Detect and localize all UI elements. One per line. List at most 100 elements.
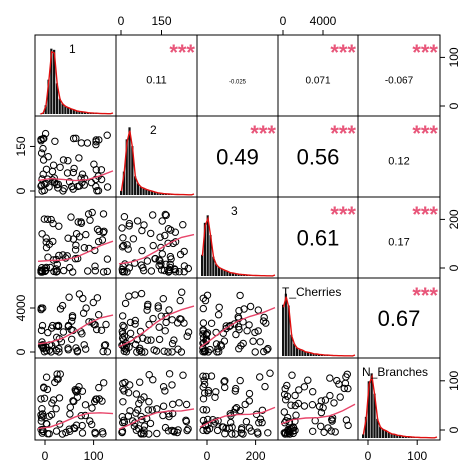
scatter-point — [315, 402, 324, 411]
scatter-point — [102, 320, 110, 329]
scatter-point — [236, 291, 244, 300]
scatter-point — [201, 296, 210, 305]
scatter-point — [98, 397, 106, 405]
scatter-point — [48, 176, 57, 184]
scatter-point — [72, 421, 81, 429]
histogram-bar — [304, 351, 307, 356]
scatter-point — [91, 428, 99, 437]
scatter-point — [64, 344, 72, 352]
scatter-point — [213, 348, 221, 356]
scatter-point — [204, 386, 213, 395]
scatter-point — [245, 424, 254, 432]
tick-label: 0 — [42, 449, 49, 463]
tick-label: 150 — [151, 14, 171, 28]
scatter-point — [291, 391, 299, 400]
scatter-point — [331, 428, 339, 436]
scatter-point — [251, 328, 259, 337]
scatter-point — [164, 427, 173, 435]
scatter-point — [326, 374, 334, 382]
histogram-bar — [81, 111, 84, 114]
scatter-point — [231, 405, 240, 413]
scatter-point — [52, 265, 60, 273]
scatter-point — [88, 208, 96, 217]
scatter-point — [236, 376, 244, 385]
scatter-point — [282, 396, 290, 404]
scatter-point — [240, 305, 248, 313]
scatter-point — [157, 260, 165, 268]
scatter-point — [93, 187, 101, 195]
scatter-point — [80, 244, 89, 252]
scatter-point — [266, 369, 274, 377]
significance-stars: *** — [169, 40, 195, 65]
scatter-point — [45, 346, 54, 354]
scatter-point — [309, 388, 317, 396]
scatter-point — [37, 305, 45, 314]
smooth-line — [37, 240, 114, 262]
scatter-point — [256, 415, 265, 423]
scatter-point — [38, 425, 47, 434]
histogram-bar — [315, 353, 318, 356]
scatter-point — [39, 170, 47, 178]
histogram-bar — [125, 139, 128, 195]
scatter-point — [97, 166, 106, 174]
scatter-point — [199, 426, 207, 434]
scatter-point — [178, 288, 186, 296]
scatter-point — [202, 372, 210, 381]
scatter-point — [143, 302, 152, 310]
scatter-point — [39, 135, 47, 143]
histogram-bar — [387, 432, 390, 438]
scatter-point — [288, 371, 296, 379]
scatter-point — [64, 234, 72, 242]
scatter-point — [284, 413, 292, 422]
scatter-point — [177, 348, 186, 356]
scatter-point — [42, 179, 50, 188]
scatter-point — [56, 163, 64, 172]
scatter-point — [237, 429, 246, 437]
scatter-point — [75, 383, 83, 391]
histogram-bar — [282, 304, 285, 356]
scatter-point — [40, 384, 48, 392]
tick-label: 200 — [246, 449, 266, 463]
scatter-point — [103, 348, 112, 356]
scatter-point — [176, 296, 184, 305]
scatter-point — [317, 422, 325, 430]
scatter-point — [125, 292, 133, 300]
scatter-point — [39, 156, 48, 164]
scatter-point — [130, 422, 139, 430]
scatter-point — [156, 233, 164, 241]
histogram-bar — [290, 334, 293, 356]
scatter-point — [65, 178, 74, 186]
tick-label: 0 — [365, 449, 372, 463]
scatter-point — [41, 267, 49, 275]
scatter-point — [55, 348, 63, 356]
histogram-bar — [156, 192, 159, 195]
scatter-point — [63, 252, 71, 260]
histogram-bar — [298, 348, 301, 356]
scatter-point — [292, 411, 300, 419]
tick-label: 0 — [14, 348, 28, 355]
scatter-point — [154, 302, 162, 310]
histogram-bar — [284, 293, 287, 356]
scatter-point — [207, 372, 216, 380]
scatter-point — [161, 231, 169, 240]
scatter-point — [220, 378, 228, 386]
scatter-point — [41, 264, 49, 272]
scatter-point — [234, 323, 243, 331]
scatter-point — [139, 334, 147, 342]
scatter-point — [184, 328, 193, 336]
scatter-point — [199, 294, 208, 302]
scatter-point — [155, 335, 164, 344]
scatter-point — [43, 385, 52, 394]
scatter-point — [120, 332, 129, 340]
histogram-bar — [399, 435, 402, 438]
scatter-point — [309, 427, 317, 435]
scatter-point — [174, 426, 182, 434]
scatter-point — [91, 397, 99, 406]
scatter-point — [162, 312, 170, 321]
histogram-bar — [50, 48, 53, 114]
scatter-point — [259, 317, 268, 325]
scatter-point — [72, 344, 80, 352]
scatter-point — [42, 165, 51, 174]
histogram-bar — [220, 268, 223, 276]
scatter-point — [141, 348, 149, 356]
